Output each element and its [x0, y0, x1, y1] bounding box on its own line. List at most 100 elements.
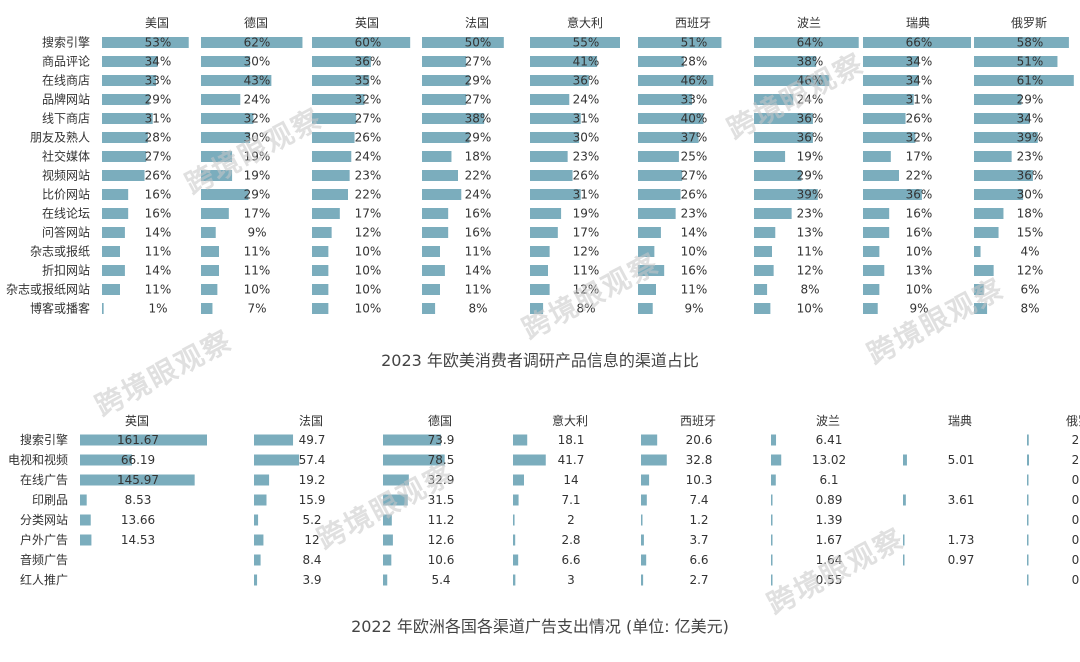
data-label: 29%: [244, 188, 271, 202]
data-label: 36%: [797, 131, 824, 145]
data-label: 34%: [906, 55, 933, 69]
data-label: 16%: [145, 188, 172, 202]
data-label: 10%: [355, 245, 382, 259]
data-label: 9%: [909, 302, 928, 316]
bar: [312, 208, 340, 219]
data-label: 18%: [465, 150, 492, 164]
data-label: 58%: [1017, 36, 1044, 50]
bar: [80, 534, 92, 546]
category-label: 折扣网站: [42, 263, 90, 278]
bar: [974, 189, 1024, 200]
data-label: 11%: [145, 245, 172, 259]
bar: [530, 113, 581, 124]
data-label: 1.67: [816, 533, 843, 547]
bar: [974, 227, 999, 238]
bar: [863, 75, 919, 86]
bar: [771, 474, 776, 486]
data-label: 2: [567, 513, 575, 527]
bar: [383, 454, 445, 466]
data-label: 24%: [244, 93, 271, 107]
category-label: 线下商店: [42, 111, 90, 126]
data-label: 12%: [573, 283, 600, 297]
bar: [754, 151, 786, 162]
data-label: 1.2: [689, 513, 708, 527]
bar: [638, 170, 683, 181]
data-label: 6.1: [819, 473, 838, 487]
data-label: 6.6: [561, 553, 580, 567]
data-label: 14%: [145, 264, 172, 278]
category-label: 在线论坛: [42, 207, 90, 221]
category-label: 音频广告: [20, 552, 68, 567]
bar: [1027, 514, 1029, 526]
data-label: 11%: [465, 283, 492, 297]
bar: [638, 132, 699, 143]
bar: [312, 303, 329, 314]
data-label: 5.01: [948, 453, 975, 467]
data-label: 61%: [1017, 74, 1044, 88]
data-label: 27%: [681, 169, 708, 183]
data-label: 7.4: [689, 493, 708, 507]
bar: [530, 75, 589, 86]
bar: [754, 94, 794, 105]
category-label: 博客或播客: [30, 301, 90, 316]
data-label: 60%: [355, 36, 382, 50]
bar: [254, 474, 270, 486]
data-label: 37%: [681, 131, 708, 145]
data-label: 14%: [681, 226, 708, 240]
bar: [638, 284, 656, 295]
data-label: 24%: [797, 93, 824, 107]
data-label: 36%: [1017, 169, 1044, 183]
bar: [641, 494, 647, 506]
category-label: 印刷品: [32, 493, 68, 507]
bar: [863, 94, 914, 105]
data-label: 19.2: [299, 473, 326, 487]
bar: [201, 113, 254, 124]
data-label: 11.2: [428, 513, 455, 527]
category-label: 品牌网站: [42, 93, 90, 107]
series-header: 西班牙: [680, 414, 716, 428]
bar: [530, 189, 581, 200]
bar: [254, 534, 264, 546]
bar: [201, 75, 272, 86]
data-label: 49.7: [299, 433, 326, 447]
bar: [754, 37, 859, 48]
bar: [638, 208, 676, 219]
data-label: 78.5: [428, 453, 455, 467]
data-label: 38%: [797, 55, 824, 69]
data-label: 30%: [244, 131, 271, 145]
data-label: 6.41: [816, 433, 843, 447]
data-label: 12%: [797, 264, 824, 278]
bar: [201, 246, 219, 257]
data-label: 1.64: [816, 553, 843, 567]
bar: [974, 75, 1074, 86]
data-label: 39%: [1017, 131, 1044, 145]
chart-channel-share-2023: 搜索引擎商品评论在线商店品牌网站线下商店朋友及熟人社交媒体视频网站比价网站在线论…: [6, 15, 1074, 316]
bar: [863, 189, 922, 200]
data-label: 51%: [1017, 55, 1044, 69]
data-label: 9%: [684, 302, 703, 316]
bar: [974, 170, 1033, 181]
data-label: 36%: [906, 188, 933, 202]
bar: [513, 554, 519, 566]
data-label: 10%: [906, 283, 933, 297]
bar: [102, 246, 120, 257]
data-label: 0.97: [948, 553, 975, 567]
data-label: 23%: [355, 169, 382, 183]
bar: [102, 227, 125, 238]
bar: [771, 434, 777, 446]
bar: [201, 56, 251, 67]
bar: [422, 265, 445, 276]
bar: [863, 246, 880, 257]
data-label: 11%: [681, 283, 708, 297]
data-label: 8%: [800, 283, 819, 297]
data-label: 2.7: [689, 573, 708, 587]
category-label: 社交媒体: [42, 149, 90, 164]
bar: [422, 170, 458, 181]
bar: [254, 554, 261, 566]
data-label: 11%: [465, 245, 492, 259]
data-label: 0.41: [1072, 533, 1080, 547]
bar: [254, 454, 300, 466]
data-label: 55%: [573, 36, 600, 50]
data-label: 33%: [681, 93, 708, 107]
data-label: 5.2: [302, 513, 321, 527]
